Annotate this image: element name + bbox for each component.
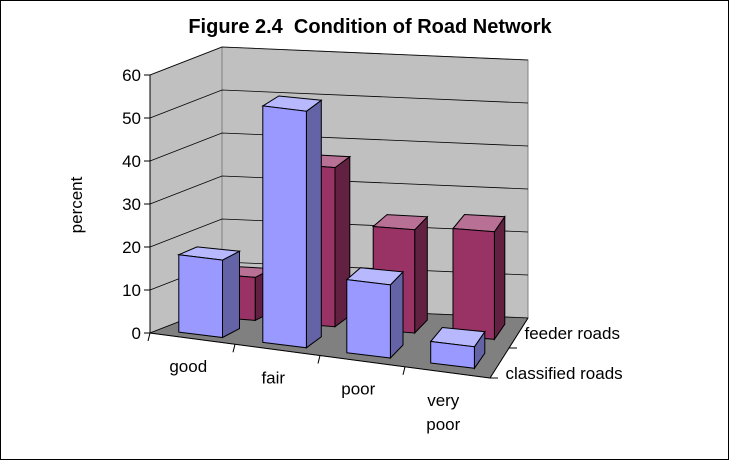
grid-line [149, 89, 529, 119]
x-tick [317, 355, 321, 364]
y-tick-label: 30 [122, 195, 141, 214]
bar-side [389, 270, 404, 360]
x-tick-label: good [169, 357, 207, 376]
bar-front [178, 254, 223, 339]
x-tick [402, 366, 406, 375]
x-tick-label-line: poor [426, 415, 460, 434]
y-tick-label: 60 [122, 66, 141, 85]
y-axis-label: percent [67, 176, 86, 233]
y-tick-label: 0 [132, 324, 141, 343]
bar [176, 246, 242, 339]
legend-label: classified roads [506, 364, 623, 383]
grid-line [149, 46, 529, 76]
bar-side [305, 99, 322, 349]
chart-title: Figure 2.4 Condition of Road Network [188, 16, 552, 38]
bar-front [430, 340, 475, 369]
bar [429, 326, 486, 370]
x-tick [147, 332, 151, 342]
bar [345, 267, 405, 360]
y-tick-label: 20 [122, 238, 141, 257]
legend-label: feeder roads [525, 324, 620, 343]
bar [261, 95, 323, 349]
grid-line [149, 132, 529, 162]
bar-side [414, 215, 428, 335]
x-tick-label-line: very [427, 391, 460, 410]
y-tick-label: 40 [122, 152, 141, 171]
y-tick-label: 10 [122, 281, 141, 300]
x-tick [232, 344, 236, 353]
bar-front [262, 105, 307, 349]
x-tick-label: very poor [426, 391, 460, 434]
bar-side [222, 250, 240, 339]
bar [452, 213, 506, 341]
grid-line [149, 175, 529, 205]
bar-side [493, 215, 506, 341]
x-tick-label: poor [341, 380, 375, 399]
x-tick-label: fair [261, 368, 285, 387]
y-tick-label: 50 [122, 109, 141, 128]
bar-front [346, 279, 391, 359]
bar-front [452, 227, 495, 340]
